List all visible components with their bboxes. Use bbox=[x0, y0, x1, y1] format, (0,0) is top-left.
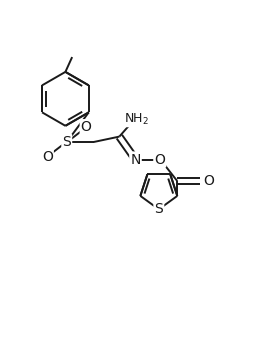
Text: O: O bbox=[154, 153, 165, 166]
Text: O: O bbox=[204, 174, 214, 188]
Text: N: N bbox=[130, 153, 141, 166]
Text: S: S bbox=[62, 135, 71, 149]
Text: O: O bbox=[81, 120, 92, 134]
Text: NH$_2$: NH$_2$ bbox=[124, 111, 149, 127]
Text: O: O bbox=[42, 150, 53, 164]
Text: S: S bbox=[154, 202, 163, 216]
